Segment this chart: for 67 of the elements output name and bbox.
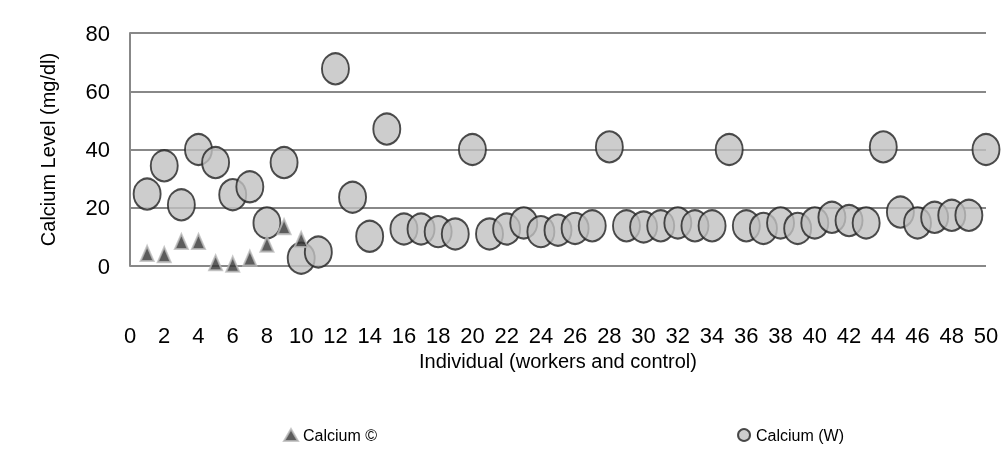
x-axis-title: Individual (workers and control) — [419, 350, 697, 372]
point — [242, 249, 258, 267]
point — [697, 209, 727, 243]
x-tick-label: 30 — [631, 322, 656, 348]
point — [225, 255, 241, 273]
y-tick-label: 20 — [85, 195, 110, 221]
point — [372, 112, 402, 146]
point — [208, 254, 224, 272]
x-tick-label: 10 — [288, 322, 314, 348]
x-tick-label: 48 — [939, 322, 964, 348]
point — [190, 233, 206, 251]
x-tick-label: 38 — [768, 322, 793, 348]
point — [594, 130, 624, 164]
point — [276, 218, 292, 236]
x-tick-label: 32 — [665, 322, 691, 348]
x-tick-label: 44 — [871, 322, 896, 348]
point — [201, 146, 231, 180]
x-tick-label: 26 — [562, 322, 588, 348]
x-tick-label: 46 — [905, 322, 930, 348]
x-tick-label: 22 — [494, 322, 519, 348]
point — [338, 180, 368, 214]
x-tick-label: 36 — [734, 322, 759, 348]
x-tick-label: 14 — [357, 322, 382, 348]
point — [259, 235, 275, 253]
point — [868, 130, 898, 164]
x-tick-label: 40 — [802, 322, 828, 348]
x-tick-label: 42 — [836, 322, 862, 348]
x-tick-label: 24 — [528, 322, 554, 348]
point — [954, 198, 984, 232]
x-tick-label: 8 — [260, 322, 274, 348]
y-axis-title: Calcium Level (mg/dl) — [37, 52, 59, 247]
point — [166, 188, 196, 222]
point — [457, 133, 487, 166]
point — [293, 231, 309, 248]
point — [355, 219, 385, 253]
point — [320, 52, 350, 86]
point — [714, 133, 744, 166]
y-tick-label: 0 — [97, 253, 110, 279]
point — [132, 177, 162, 211]
x-tick-label: 12 — [323, 322, 348, 348]
y-tick-label: 40 — [85, 137, 110, 162]
point — [156, 246, 172, 264]
y-tick-label: 60 — [85, 78, 110, 104]
x-tick-label: 28 — [597, 322, 622, 348]
x-tick-label: 34 — [699, 322, 725, 348]
point — [149, 149, 179, 183]
point — [269, 146, 299, 180]
point — [235, 170, 265, 204]
x-tick-label: 20 — [460, 322, 485, 348]
x-tick-label: 18 — [425, 322, 451, 348]
legend-label: Calcium (W) — [756, 426, 845, 444]
point — [303, 235, 333, 269]
point — [173, 233, 189, 251]
point — [252, 206, 282, 240]
x-tick-label: 0 — [123, 322, 137, 348]
point — [851, 206, 881, 240]
point — [440, 217, 470, 251]
x-tick-label: 16 — [391, 322, 417, 348]
point — [577, 209, 607, 243]
y-tick-label: 80 — [85, 20, 110, 46]
x-tick-label: 4 — [192, 322, 205, 348]
x-tick-label: 50 — [973, 322, 999, 348]
legend-label: Calcium © — [303, 426, 378, 444]
x-tick-label: 2 — [158, 322, 171, 348]
x-tick-label: 6 — [226, 322, 239, 348]
point — [971, 133, 1001, 166]
point — [139, 244, 155, 262]
